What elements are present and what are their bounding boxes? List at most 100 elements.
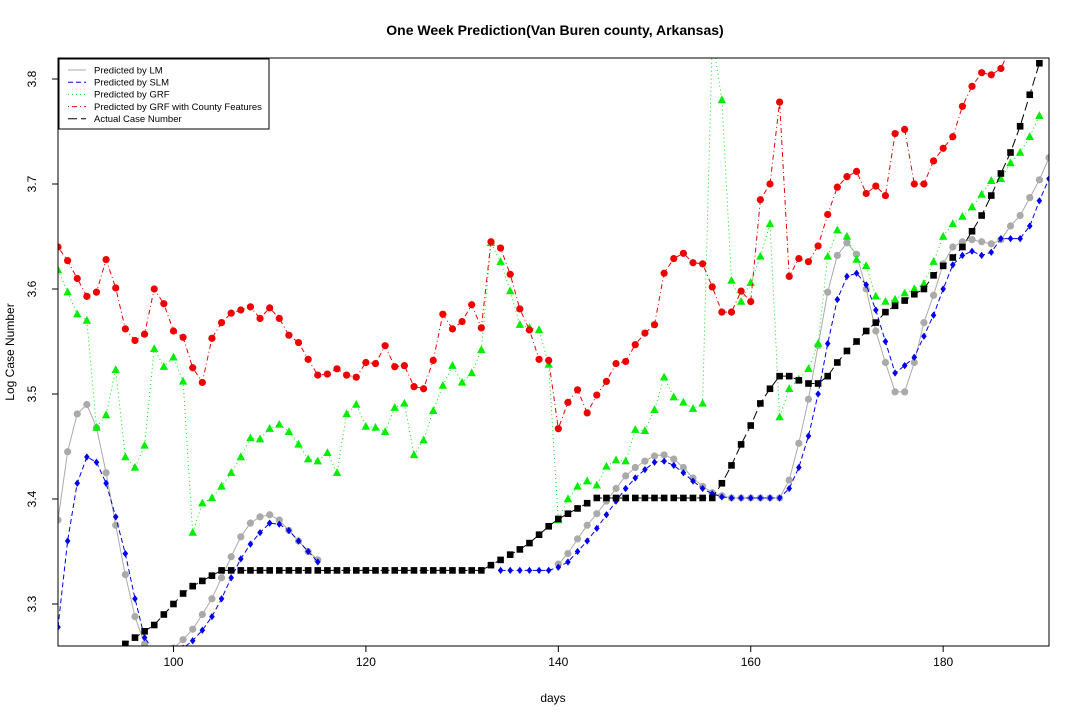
series-4-point <box>978 212 985 219</box>
series-4-point <box>987 192 995 199</box>
series-3-point <box>217 319 226 327</box>
series-2-point <box>265 424 274 432</box>
series-3-point <box>83 292 91 300</box>
series-4-point <box>853 338 860 345</box>
series-0-point <box>612 484 620 493</box>
series-2-point <box>611 455 621 464</box>
series-3-point <box>641 329 649 337</box>
series-4-point <box>737 441 745 448</box>
series-1-point <box>930 311 937 319</box>
series-0-point <box>64 448 72 456</box>
series-0-point <box>593 510 601 518</box>
series-1-point <box>796 463 802 472</box>
series-4-point <box>564 510 572 517</box>
series-2-point <box>861 261 871 270</box>
series-2-point <box>534 325 544 334</box>
series-2-point <box>669 392 678 401</box>
series-4-point <box>901 297 908 304</box>
series-0-point <box>968 236 976 244</box>
series-1-point <box>584 537 590 545</box>
series-2-point <box>698 398 707 407</box>
series-3-point <box>506 270 514 278</box>
series-2-point <box>226 468 236 476</box>
series-4-point <box>275 567 283 574</box>
series-0-point <box>910 358 918 367</box>
series-1-point <box>622 484 629 493</box>
series-3-point <box>1007 44 1014 51</box>
series-3-point <box>554 425 562 433</box>
series-2-point <box>679 397 688 406</box>
series-3-point <box>285 331 293 339</box>
series-4-point <box>55 648 62 655</box>
series-3-point <box>140 330 149 338</box>
series-4-point <box>131 634 139 641</box>
series-4-point <box>785 372 793 380</box>
series-1-point <box>295 537 302 545</box>
series-4-point <box>93 648 100 655</box>
series-1-point <box>565 558 571 566</box>
series-3-point <box>824 210 832 219</box>
series-3-point <box>573 386 582 394</box>
series-3-point <box>891 130 899 138</box>
series-1-point <box>873 306 879 314</box>
series-2-point <box>833 225 842 234</box>
series-0-point <box>1006 222 1015 230</box>
series-2-point <box>207 493 217 502</box>
series-3-point <box>978 69 986 77</box>
series-0-point <box>881 358 890 367</box>
series-3-point <box>198 378 206 387</box>
series-1-point <box>767 494 773 502</box>
series-2-point <box>448 361 457 369</box>
series-2-point <box>400 398 409 407</box>
series-4-point <box>834 359 841 366</box>
series-1-point <box>757 494 764 502</box>
plot-frame <box>57 57 1050 647</box>
series-3-point <box>391 363 399 371</box>
series-0-point <box>140 640 149 646</box>
series-2-point <box>130 462 140 471</box>
series-2-point <box>352 399 361 408</box>
series-1-point <box>58 623 61 631</box>
series-2-point <box>621 456 630 465</box>
series-1-point <box>892 369 898 377</box>
series-0-point <box>679 463 687 472</box>
series-3-point <box>420 385 428 393</box>
series-4-point <box>670 494 678 502</box>
series-4-point <box>1036 59 1043 67</box>
series-1-point <box>526 566 533 574</box>
series-3-point <box>833 183 841 191</box>
series-3-point <box>477 324 485 332</box>
series-2-point <box>1025 132 1034 140</box>
series-1-point <box>959 251 966 259</box>
series-3-point <box>400 362 408 370</box>
series-3-point <box>872 182 880 190</box>
legend-label: Predicted by SLM <box>94 78 169 89</box>
series-3-point <box>650 321 659 329</box>
series-4-point <box>766 385 774 393</box>
series-2-point <box>313 456 322 465</box>
series-3-point <box>362 358 370 367</box>
series-1-point <box>882 337 889 346</box>
series-4-point <box>612 494 620 502</box>
series-1-point <box>122 550 129 558</box>
series-4-point <box>814 380 822 387</box>
series-4-point <box>420 567 427 574</box>
series-1-point <box>1046 175 1049 183</box>
series-4-point <box>381 567 389 574</box>
series-3-point <box>814 242 822 250</box>
series-4-point <box>747 422 755 429</box>
series-0-point <box>256 513 264 521</box>
series-1-point <box>103 479 109 487</box>
y-tick-label: 3.5 <box>25 385 39 402</box>
series-2-point <box>255 434 265 443</box>
series-3-point <box>516 305 524 313</box>
series-4-point <box>487 561 495 569</box>
series-4-point <box>872 319 880 326</box>
series-1-point <box>266 519 273 527</box>
series-3-point <box>804 258 813 266</box>
series-1-point <box>863 281 869 289</box>
series-3-point <box>612 359 620 368</box>
series-3-point <box>689 259 697 267</box>
series-0-point <box>151 648 158 655</box>
